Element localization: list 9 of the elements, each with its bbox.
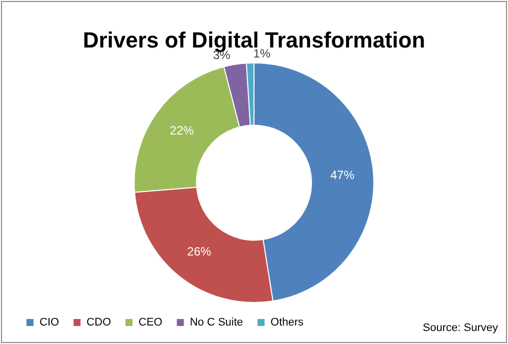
legend-label: No C Suite (190, 316, 244, 329)
legend-label: CEO (138, 316, 163, 329)
data-label: 22% (170, 124, 194, 138)
legend-label: CIO (40, 316, 60, 329)
data-label: 47% (330, 168, 355, 182)
legend-label: Others (270, 316, 304, 329)
source-note: Source: Survey (422, 322, 498, 334)
legend-label: CDO (86, 316, 112, 329)
data-label: 26% (187, 244, 212, 259)
